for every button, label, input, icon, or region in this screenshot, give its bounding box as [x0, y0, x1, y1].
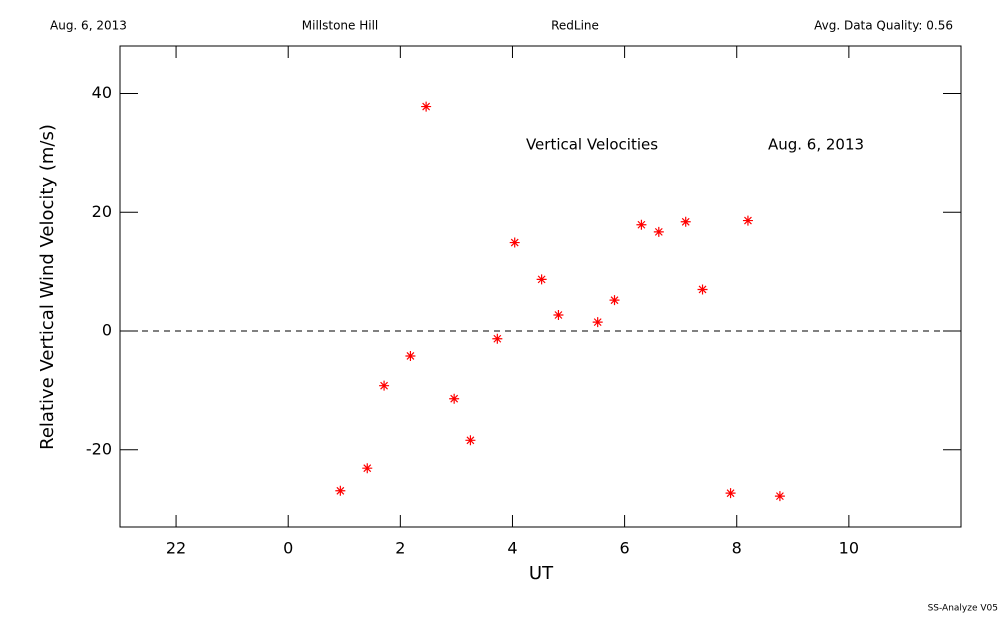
annotation-date: Aug. 6, 2013 — [768, 136, 864, 154]
data-point — [536, 274, 547, 285]
data-point — [680, 216, 691, 227]
annotation-title: Vertical Velocities — [526, 136, 658, 154]
data-point — [725, 488, 736, 499]
y-axis-title: Relative Vertical Wind Velocity (m/s) — [37, 124, 58, 450]
x-tick-label: 2 — [395, 539, 405, 558]
data-point — [636, 219, 647, 230]
data-point — [697, 284, 708, 295]
data-point — [362, 463, 373, 474]
data-point — [653, 226, 664, 237]
data-point — [609, 295, 620, 306]
x-tick-label: 0 — [283, 539, 293, 558]
data-point — [335, 485, 346, 496]
header-line: RedLine — [551, 19, 599, 33]
data-point — [774, 491, 785, 502]
y-tick-label: 40 — [92, 83, 112, 102]
y-tick-label: -20 — [86, 439, 112, 458]
data-point — [449, 393, 460, 404]
y-tick-label: 20 — [92, 202, 112, 221]
plot-frame — [119, 45, 962, 528]
x-tick-label: 10 — [839, 539, 859, 558]
header-site: Millstone Hill — [302, 19, 378, 33]
data-point — [742, 215, 753, 226]
data-point — [405, 350, 416, 361]
data-point — [421, 101, 432, 112]
data-point — [509, 237, 520, 248]
x-axis-title: UT — [529, 563, 554, 584]
data-point — [379, 380, 390, 391]
x-tick-label: 22 — [166, 539, 186, 558]
data-point — [465, 435, 476, 446]
x-tick-label: 6 — [620, 539, 630, 558]
footer: SS-Analyze V05 — [928, 604, 998, 614]
data-point — [492, 333, 503, 344]
header-quality: Avg. Data Quality: 0.56 — [814, 19, 953, 33]
y-tick-label: 0 — [102, 321, 112, 340]
x-tick-label: 4 — [507, 539, 517, 558]
x-tick-label: 8 — [732, 539, 742, 558]
data-point — [553, 310, 564, 321]
header-date: Aug. 6, 2013 — [50, 19, 127, 33]
data-point — [592, 317, 603, 328]
